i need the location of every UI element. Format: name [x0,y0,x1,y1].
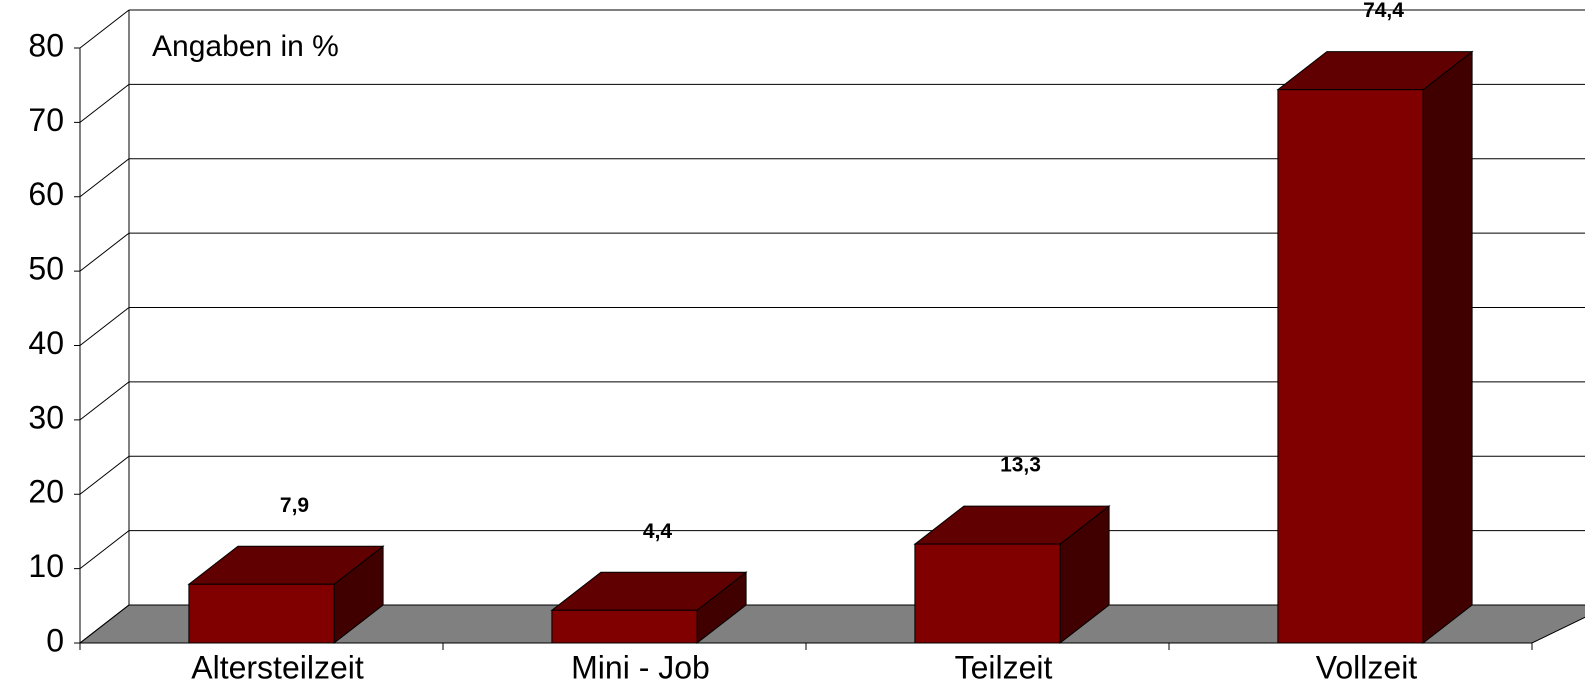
grid-line-side [79,9,130,49]
grid-line-side [79,604,130,644]
y-tick-label: 70 [28,102,64,138]
annotation: Angaben in % [152,30,339,63]
y-tick-label: 10 [28,548,64,584]
grid-line-side [79,381,130,421]
y-tick-label: 20 [28,474,64,510]
value-label: 13,3 [1000,454,1041,477]
bar-front [551,609,698,644]
bar-front [188,583,335,644]
bar-front [914,543,1061,644]
bar-front [1277,89,1424,644]
x-tick-label: Vollzeit [1316,649,1418,685]
bar [550,571,748,645]
x-tick-label: Altersteilzeit [191,649,364,685]
bar [913,505,1111,645]
grid-line-side [79,158,130,198]
value-label: 74,4 [1363,0,1404,22]
value-label: 4,4 [643,520,673,543]
x-tick-label: Mini - Job [571,649,710,685]
bar-side [1422,50,1473,645]
bar [1276,50,1474,645]
grid-line-side [79,455,130,495]
y-tick-label: 60 [28,176,64,212]
y-tick-label: 50 [28,251,64,287]
grid-line-side [79,530,130,570]
bar [187,545,385,645]
value-label: 7,9 [280,494,309,517]
y-tick-label: 80 [28,27,64,63]
y-tick-label: 0 [46,622,64,658]
grid-line-side [79,232,130,272]
y-tick-label: 40 [28,325,64,361]
grid-line-side [79,83,130,123]
x-tick-label: Teilzeit [955,649,1053,685]
y-tick-label: 30 [28,399,64,435]
grid-line-side [79,307,130,346]
